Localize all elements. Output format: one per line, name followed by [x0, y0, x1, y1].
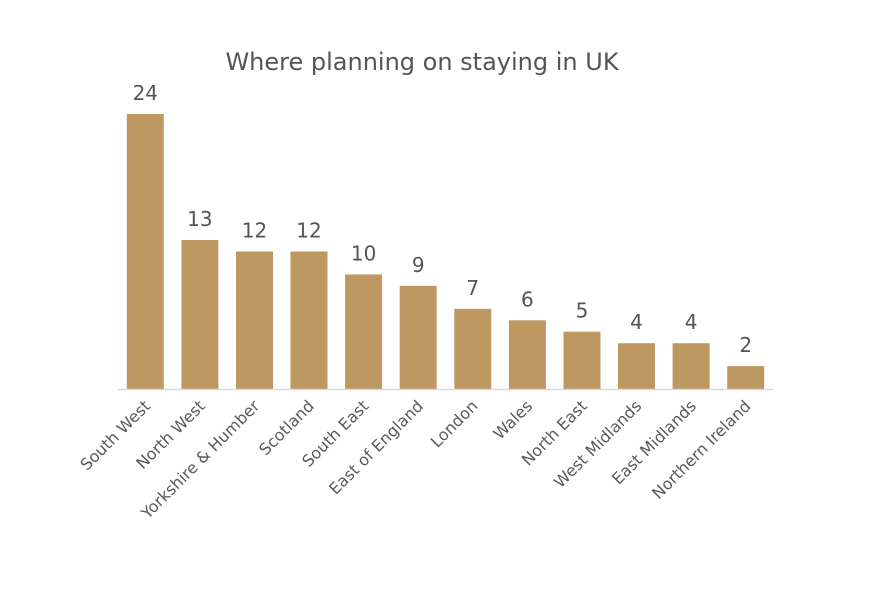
data-label: 4 [630, 310, 643, 334]
bar [454, 308, 492, 389]
x-tick-label: East of England [325, 396, 427, 498]
x-tick-label: Northern Ireland [648, 396, 754, 502]
data-label: 10 [351, 241, 376, 265]
data-label: 24 [133, 81, 158, 105]
bar [508, 320, 546, 390]
bar [727, 366, 765, 389]
bar [126, 114, 164, 389]
bar [181, 240, 219, 389]
chart-title: Where planning on staying in UK [225, 48, 619, 76]
bar [290, 251, 328, 389]
data-label: 7 [466, 276, 479, 300]
x-tick-label: Wales [489, 396, 536, 443]
data-label: 2 [739, 333, 752, 357]
x-tick-label: London [427, 396, 482, 451]
bar [236, 251, 273, 389]
bar [399, 285, 437, 389]
bar [672, 343, 710, 389]
data-label: 4 [685, 310, 698, 334]
data-labels: 24 13 12 12 10 9 7 6 5 4 4 2 [133, 81, 752, 357]
data-label: 9 [412, 253, 425, 277]
bar [345, 274, 383, 389]
data-label: 5 [576, 299, 589, 323]
data-label: 6 [521, 287, 534, 311]
bar-series [126, 114, 765, 390]
bar [563, 331, 601, 389]
data-label: 12 [296, 219, 321, 243]
data-label: 13 [187, 207, 212, 231]
data-label: 12 [242, 219, 267, 243]
bar [618, 343, 655, 389]
